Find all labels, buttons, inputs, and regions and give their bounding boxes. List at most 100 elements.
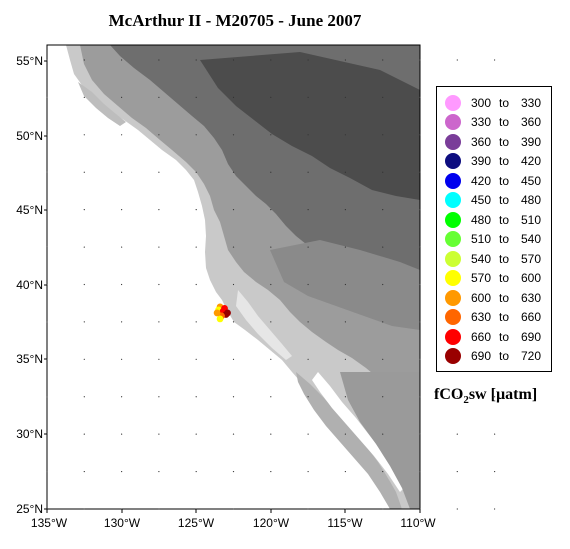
graticule-dot	[344, 396, 346, 398]
graticule-dot	[344, 246, 346, 248]
graticule-dot	[270, 396, 272, 398]
graticule-dot	[344, 134, 346, 136]
legend-range-high: 630	[521, 290, 542, 305]
color-legend: 300 to 330 330 to 360 360 to 390 390 to 420 420 to 450…	[436, 86, 552, 372]
graticule-dot	[195, 321, 197, 323]
legend-item: 510 to 540	[437, 230, 551, 250]
graticule-dot	[456, 470, 458, 473]
mainland-mexico	[340, 372, 420, 509]
legend-item: 600 to 630	[437, 288, 551, 308]
legend-item: 690 to 720	[437, 347, 551, 367]
graticule-dot	[121, 246, 123, 248]
graticule-dot	[307, 96, 309, 98]
land-relief	[66, 45, 420, 509]
legend-item: 480 to 510	[437, 210, 551, 230]
graticule-dot	[344, 321, 346, 323]
cruise-track	[213, 303, 231, 323]
graticule-dot	[456, 396, 458, 398]
graticule-dot	[83, 283, 85, 286]
graticule-dot	[121, 470, 123, 473]
legend-swatch	[445, 250, 461, 267]
graticule-dot	[158, 246, 160, 248]
graticule-dot	[83, 358, 85, 360]
graticule-dot	[307, 508, 309, 510]
graticule-dot	[270, 433, 272, 435]
graticule-dot	[307, 470, 309, 473]
legend-range-to: to	[499, 271, 510, 286]
legend-unit-label: fCO2sw [µatm]	[434, 386, 537, 406]
legend-range-low: 300	[471, 95, 492, 110]
graticule-dot	[307, 59, 309, 61]
legend-item: 540 to 570	[437, 249, 551, 269]
graticule-dot	[121, 134, 123, 136]
graticule-dot	[456, 508, 458, 510]
legend-range-high: 570	[521, 251, 542, 266]
graticule-dot	[195, 470, 197, 473]
graticule-dot	[46, 96, 48, 98]
lon-tick-125: 125°W	[178, 516, 215, 530]
graticule-dot	[494, 396, 496, 398]
legend-range-low: 600	[471, 290, 492, 305]
graticule-dot	[232, 508, 235, 510]
graticule-dot	[344, 283, 346, 286]
lat-tick-50: 50°N	[16, 129, 43, 143]
graticule-dot	[232, 59, 235, 61]
legend-range-low: 330	[471, 115, 492, 130]
graticule-dot	[382, 321, 384, 323]
legend-range-to: to	[499, 154, 510, 169]
graticule-dot	[195, 246, 197, 248]
graticule-dot	[494, 433, 496, 435]
lat-axis: 55°N 50°N 45°N 40°N 35°N 30°N 25°N	[16, 54, 47, 516]
legend-swatch	[445, 114, 461, 131]
graticule-dot	[46, 134, 48, 136]
legend-range-high: 690	[521, 329, 542, 344]
graticule-dot	[270, 358, 272, 360]
great-basin	[270, 240, 420, 330]
legend-swatch	[445, 192, 461, 209]
legend-range-low: 570	[471, 271, 492, 286]
graticule-dot	[158, 283, 160, 286]
graticule-dot	[382, 283, 384, 286]
graticule-dot	[344, 59, 346, 61]
legend-swatch	[445, 172, 461, 189]
cruise-sample-point	[224, 309, 231, 317]
legend-item: 450 to 480	[437, 191, 551, 211]
gulf-of-california	[312, 372, 404, 492]
lat-tick-25: 25°N	[16, 502, 43, 516]
graticule-dot	[232, 246, 235, 248]
graticule-dot	[158, 59, 160, 61]
legend-item: 330 to 360	[437, 113, 551, 133]
cruise-sample-point	[216, 315, 224, 323]
graticule-dot	[232, 209, 235, 211]
graticule-dot	[158, 134, 160, 136]
map-title: McArthur II - M20705 - June 2007	[108, 11, 362, 30]
graticule-dot	[382, 396, 384, 398]
graticule-dot	[270, 209, 272, 211]
graticule-dot	[419, 246, 421, 248]
graticule-dot	[382, 246, 384, 248]
graticule-dot	[382, 59, 384, 61]
lon-tick-135: 135°W	[31, 516, 68, 530]
graticule-dot	[307, 171, 309, 173]
lon-tick-110: 110°W	[400, 516, 436, 530]
graticule-dot	[121, 96, 123, 98]
graticule-dot	[382, 209, 384, 211]
graticule-dot	[158, 396, 160, 398]
legend-swatch	[445, 270, 461, 287]
legend-range-high: 450	[521, 173, 542, 188]
graticule-dot	[46, 59, 48, 61]
graticule-dot	[270, 283, 272, 286]
lat-tick-35: 35°N	[16, 352, 43, 366]
graticule-dot	[419, 96, 421, 98]
graticule-dot	[419, 209, 421, 211]
graticule-dot	[195, 396, 197, 398]
graticule-dot	[307, 433, 309, 435]
graticule-dot	[46, 171, 48, 173]
graticule-dot	[344, 171, 346, 173]
graticule-dot	[344, 470, 346, 473]
graticule-dot	[344, 209, 346, 211]
graticule-dot	[419, 321, 421, 323]
legend-range-low: 360	[471, 134, 492, 149]
graticule-dot	[83, 59, 85, 61]
legend-range-to: to	[499, 232, 510, 247]
